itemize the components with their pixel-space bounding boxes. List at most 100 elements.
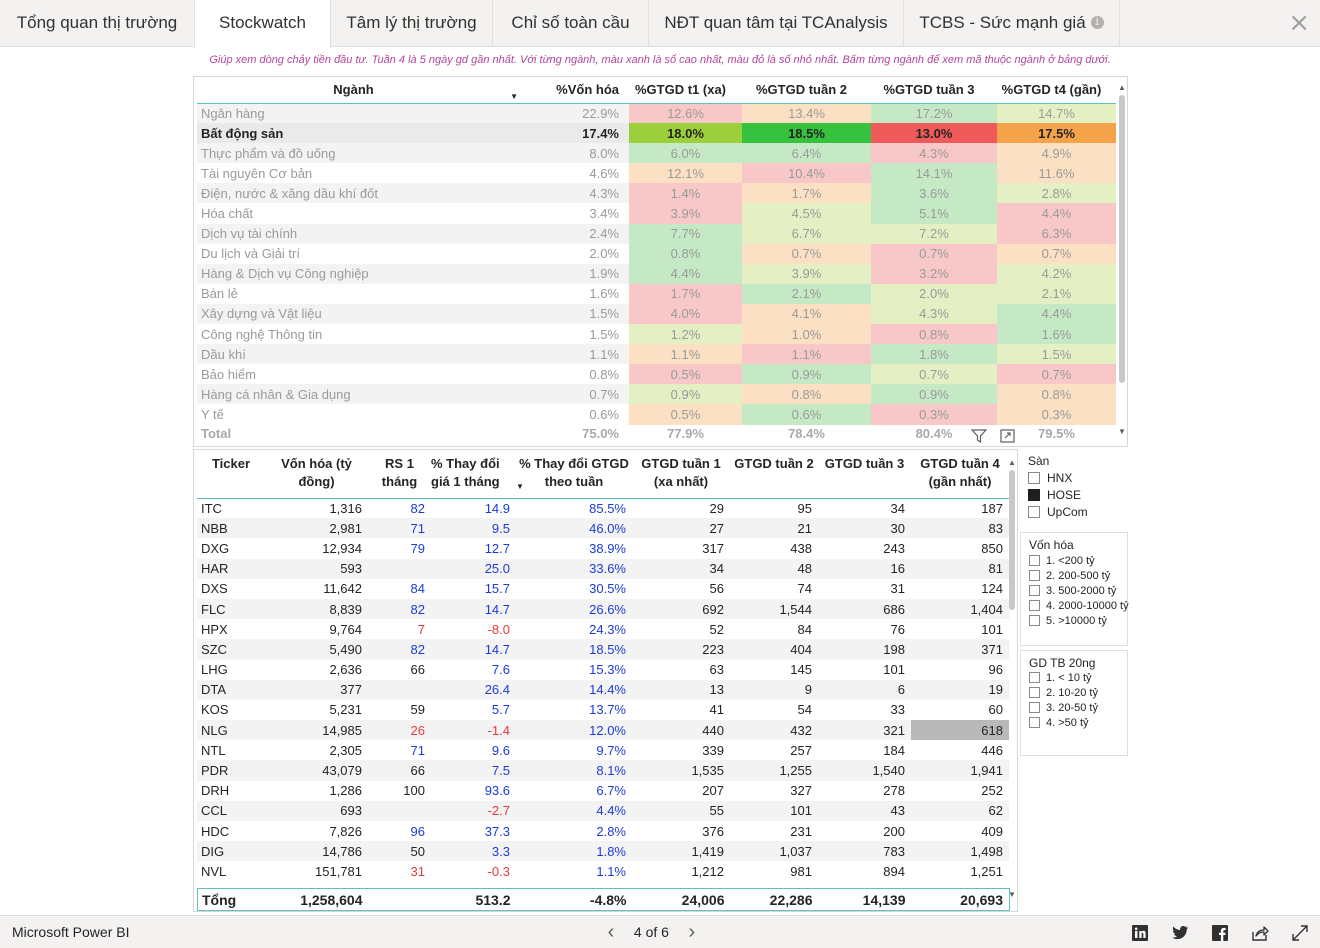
- sector-row[interactable]: Dịch vụ tài chính 2.4% 7.7% 6.7% 7.2% 6.3%: [197, 223, 1116, 244]
- col-header-w2[interactable]: GTGD tuần 2: [730, 450, 818, 499]
- col-header-rs[interactable]: RS 1 tháng: [368, 450, 431, 499]
- checkbox[interactable]: [1028, 472, 1040, 484]
- sector-row[interactable]: Công nghệ Thông tin 1.5% 1.2% 1.0% 0.8% 1.6%: [197, 324, 1116, 345]
- tab-tcbs-suc-manh-gia[interactable]: TCBS - Sức mạnh giá i: [904, 0, 1120, 47]
- facebook-icon[interactable]: [1211, 924, 1229, 942]
- col-header-gtgd-t4[interactable]: %GTGD t4 (gần): [997, 77, 1116, 104]
- col-header-w3[interactable]: GTGD tuần 3: [818, 450, 911, 499]
- ticker-scrollbar[interactable]: [1009, 470, 1015, 610]
- sector-row[interactable]: Bất động sản 17.4% 18.0% 18.5% 13.0% 17.5%: [197, 123, 1116, 144]
- checkbox[interactable]: [1029, 600, 1040, 611]
- sector-week-2: 13.4%: [742, 103, 871, 124]
- tab-tam-ly[interactable]: Tâm lý thị trường: [331, 0, 493, 47]
- col-header-gtgd-t3[interactable]: %GTGD tuần 3: [871, 77, 997, 104]
- sector-scrollbar[interactable]: [1119, 95, 1125, 383]
- table-row[interactable]: CCL 693 -2.7 4.4% 55 101 43 62: [197, 800, 1009, 821]
- slicer-option[interactable]: 4. >50 tỷ: [1029, 717, 1089, 729]
- slicer-option[interactable]: 3. 500-2000 tỷ: [1029, 585, 1116, 597]
- col-header-w4[interactable]: GTGD tuần 4 (gần nhất): [911, 450, 1009, 499]
- sector-row[interactable]: Hàng & Dịch vụ Công nghiệp 1.9% 4.4% 3.9% 3.…: [197, 263, 1116, 284]
- table-row[interactable]: DIG 14,786 50 3.3 1.8% 1,419 1,037 783 1,498: [197, 841, 1009, 862]
- fullscreen-icon[interactable]: [1291, 924, 1309, 942]
- col-header-ticker[interactable]: Ticker: [197, 450, 265, 499]
- col-header-von-hoa[interactable]: Vốn hóa (tỷ đồng): [265, 450, 368, 499]
- sector-row[interactable]: Xây dựng và Vật liệu 1.5% 4.0% 4.1% 4.3% 4.4%: [197, 303, 1116, 325]
- slicer-option[interactable]: 1. <200 tỷ: [1029, 555, 1095, 567]
- share-icon[interactable]: [1251, 924, 1269, 942]
- sector-row[interactable]: Ngân hàng 22.9% 12.6% 13.4% 17.2% 14.7%: [197, 103, 1116, 124]
- focus-mode-icon[interactable]: [1000, 429, 1015, 443]
- sector-week-2: 0.6%: [742, 404, 871, 425]
- table-row[interactable]: DXG 12,934 79 12.7 38.9% 317 438 243 850: [197, 538, 1009, 558]
- col-header-w1[interactable]: GTGD tuần 1 (xa nhất): [632, 450, 730, 499]
- table-row[interactable]: NVL 151,781 31 -0.3 1.1% 1,212 981 894 1,251: [197, 861, 1009, 881]
- previous-page-icon[interactable]: ‹: [607, 921, 615, 943]
- checkbox[interactable]: [1029, 687, 1040, 698]
- checkbox[interactable]: [1029, 585, 1040, 596]
- sector-row[interactable]: Bán lẻ 1.6% 1.7% 2.1% 2.0% 2.1%: [197, 283, 1116, 304]
- slicer-option[interactable]: 4. 2000-10000 tỷ: [1029, 600, 1129, 612]
- slicer-option-upcom[interactable]: UpCom: [1028, 505, 1088, 519]
- col-header-gtgd-t2[interactable]: %GTGD tuần 2: [742, 77, 871, 104]
- col-header-gtgd-change[interactable]: % Thay đổi GTGD theo tuần ▼: [516, 450, 632, 499]
- slicer-option[interactable]: 2. 200-500 tỷ: [1029, 570, 1110, 582]
- table-row[interactable]: KOS 5,231 59 5.7 13.7% 41 54 33 60: [197, 700, 1009, 720]
- sector-row[interactable]: Dầu khí 1.1% 1.1% 1.1% 1.8% 1.5%: [197, 344, 1116, 365]
- sector-row[interactable]: Bảo hiểm 0.8% 0.5% 0.9% 0.7% 0.7%: [197, 364, 1116, 385]
- sector-row[interactable]: Y tế 0.6% 0.5% 0.6% 0.3% 0.3%: [197, 404, 1116, 425]
- col-header-nganh[interactable]: Ngành ▼: [197, 77, 520, 104]
- table-row[interactable]: HPX 9,764 7 -8.0 24.3% 52 84 76 101: [197, 619, 1009, 639]
- slicer-option[interactable]: 3. 20-50 tỷ: [1029, 702, 1098, 714]
- col-header-gtgd-t1[interactable]: %GTGD t1 (xa): [629, 77, 742, 104]
- table-row[interactable]: ITC 1,316 82 14.9 85.5% 29 95 34 187: [197, 498, 1009, 518]
- col-header-von-hoa[interactable]: %Vốn hóa: [520, 77, 629, 104]
- table-row[interactable]: FLC 8,839 82 14.7 26.6% 692 1,544 686 1,404: [197, 598, 1009, 620]
- sector-row[interactable]: Tài nguyên Cơ bản 4.6% 12.1% 10.4% 14.1% 11.6…: [197, 163, 1116, 184]
- table-row[interactable]: HDC 7,826 96 37.3 2.8% 376 231 200 409: [197, 821, 1009, 841]
- table-row[interactable]: LHG 2,636 66 7.6 15.3% 63 145 101 96: [197, 660, 1009, 680]
- table-row[interactable]: NBB 2,981 71 9.5 46.0% 27 21 30 83: [197, 518, 1009, 539]
- tab-ndt-quan-tam[interactable]: NĐT quan tâm tại TCAnalysis: [649, 0, 904, 47]
- slicer-option-hose[interactable]: HOSE: [1028, 488, 1081, 502]
- sector-row[interactable]: Điện, nước & xăng dầu khí đốt 4.3% 1.4% 1.7…: [197, 183, 1116, 204]
- scroll-down-icon[interactable]: ▼: [1008, 890, 1016, 899]
- table-row[interactable]: DTA 377 26.4 14.4% 13 9 6 19: [197, 679, 1009, 700]
- sector-row[interactable]: Hóa chất 3.4% 3.9% 4.5% 5.1% 4.4%: [197, 203, 1116, 224]
- slicer-option-hnx[interactable]: HNX: [1028, 471, 1072, 485]
- slicer-option[interactable]: 1. < 10 tỷ: [1029, 672, 1092, 684]
- scroll-up-icon[interactable]: ▲: [1008, 458, 1016, 467]
- scroll-up-icon[interactable]: ▲: [1118, 83, 1126, 92]
- col-header-price-change[interactable]: % Thay đổi giá 1 tháng: [431, 450, 516, 499]
- sector-row[interactable]: Du lịch và Giải trí 2.0% 0.8% 0.7% 0.7% 0.7%: [197, 243, 1116, 264]
- twitter-icon[interactable]: [1171, 924, 1189, 942]
- next-page-icon[interactable]: ›: [688, 921, 696, 943]
- tab-chi-so-toan-cau[interactable]: Chỉ số toàn cầu: [493, 0, 649, 47]
- ticker-w3: 278: [883, 783, 905, 799]
- sector-row[interactable]: Thực phẩm và đồ uống 8.0% 6.0% 6.4% 4.3% 4.9%: [197, 143, 1116, 164]
- slicer-option[interactable]: 5. >10000 tỷ: [1029, 615, 1107, 627]
- tab-stockwatch[interactable]: Stockwatch: [194, 0, 331, 48]
- info-icon[interactable]: i: [1090, 16, 1104, 29]
- checkbox[interactable]: [1029, 615, 1040, 626]
- filter-icon[interactable]: [971, 429, 987, 443]
- table-row[interactable]: SZC 5,490 82 14.7 18.5% 223 404 198 371: [197, 639, 1009, 660]
- checkbox[interactable]: [1028, 506, 1040, 518]
- slicer-option[interactable]: 2. 10-20 tỷ: [1029, 687, 1098, 699]
- checkbox-checked[interactable]: [1028, 489, 1040, 501]
- linkedin-icon[interactable]: [1131, 924, 1149, 942]
- table-row[interactable]: NLG 14,985 26 -1.4 12.0% 440 432 321 618: [197, 720, 1009, 741]
- table-row[interactable]: DRH 1,286 100 93.6 6.7% 207 327 278 252: [197, 781, 1009, 801]
- table-row[interactable]: NTL 2,305 71 9.6 9.7% 339 257 184 446: [197, 740, 1009, 760]
- checkbox[interactable]: [1029, 555, 1040, 566]
- table-row[interactable]: HAR 593 25.0 33.6% 34 48 16 81: [197, 558, 1009, 579]
- checkbox[interactable]: [1029, 702, 1040, 713]
- sector-row[interactable]: Hàng cá nhân & Gia dụng 0.7% 0.9% 0.8% 0.9% 0…: [197, 384, 1116, 405]
- scroll-down-icon[interactable]: ▼: [1118, 427, 1126, 436]
- checkbox[interactable]: [1029, 570, 1040, 581]
- checkbox[interactable]: [1029, 717, 1040, 728]
- table-row[interactable]: PDR 43,079 66 7.5 8.1% 1,535 1,255 1,540 1,941: [197, 760, 1009, 781]
- checkbox[interactable]: [1029, 672, 1040, 683]
- table-row[interactable]: DXS 11,642 84 15.7 30.5% 56 74 31 124: [197, 579, 1009, 599]
- tab-tong-quan[interactable]: Tổng quan thị trường: [0, 0, 195, 47]
- close-icon[interactable]: ×: [1288, 8, 1310, 38]
